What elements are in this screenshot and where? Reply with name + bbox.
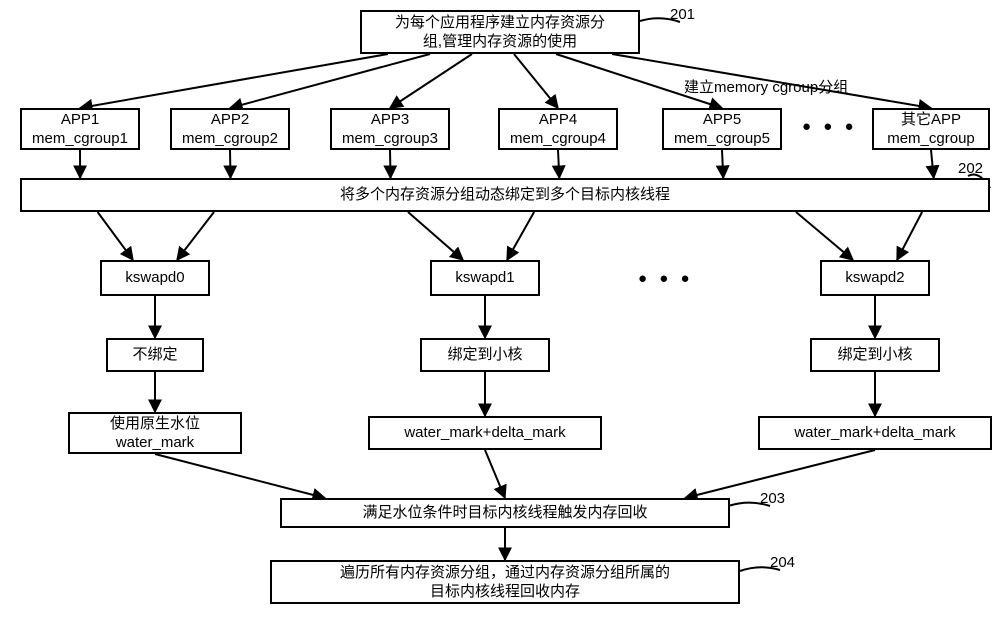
edge (408, 212, 463, 260)
edge (897, 212, 922, 260)
node-line: 将多个内存资源分组动态绑定到多个目标内核线程 (340, 185, 670, 205)
node-nb0: 不绑定 (106, 338, 204, 372)
edge (485, 450, 505, 498)
node-k1: kswapd1 (430, 260, 540, 296)
node-line: 组,管理内存资源的使用 (423, 32, 577, 52)
node-line: 为每个应用程序建立内存资源分 (395, 13, 605, 33)
annot-dots1: ● ● ● (802, 118, 858, 135)
node-app3: APP3mem_cgroup3 (330, 108, 450, 150)
edge (390, 150, 391, 178)
node-line: 不绑定 (132, 345, 177, 365)
node-k0: kswapd0 (100, 260, 210, 296)
edge (98, 212, 133, 260)
node-line: 目标内核线程回收内存 (430, 582, 580, 602)
node-line: APP3 (371, 110, 409, 130)
node-wm1: water_mark+delta_mark (368, 416, 602, 450)
edge (722, 150, 723, 178)
edge (390, 54, 472, 108)
node-n201: 为每个应用程序建立内存资源分组,管理内存资源的使用 (360, 10, 640, 54)
node-line: mem_cgroup2 (182, 129, 278, 149)
node-line: 绑定到小核 (447, 345, 522, 365)
node-line: mem_cgroup5 (674, 129, 770, 149)
node-line: 遍历所有内存资源分组，通过内存资源分组所属的 (340, 563, 670, 583)
edge (514, 54, 558, 108)
node-app5: APP5mem_cgroup5 (662, 108, 782, 150)
annot-mcgroup: 建立memory cgroup分组 (684, 76, 848, 97)
annot-tag201: 201 (670, 6, 695, 23)
node-app4: APP4mem_cgroup4 (498, 108, 618, 150)
node-n202: 将多个内存资源分组动态绑定到多个目标内核线程 (20, 178, 990, 212)
node-wm2: water_mark+delta_mark (758, 416, 992, 450)
node-line: water_mark (116, 433, 194, 453)
node-line: water_mark+delta_mark (404, 423, 565, 443)
node-line: mem_cgroup (887, 129, 975, 149)
edge (177, 212, 214, 260)
node-line: 满足水位条件时目标内核线程触发内存回收 (362, 503, 647, 523)
node-wm0: 使用原生水位water_mark (68, 412, 242, 454)
node-n203: 满足水位条件时目标内核线程触发内存回收 (280, 498, 730, 528)
edge (796, 212, 853, 260)
node-line: water_mark+delta_mark (794, 423, 955, 443)
edge (931, 150, 934, 178)
edge (80, 54, 388, 108)
node-app2: APP2mem_cgroup2 (170, 108, 290, 150)
node-line: 其它APP (901, 110, 961, 130)
edge (558, 150, 559, 178)
node-line: kswapd0 (125, 268, 184, 288)
node-nb2: 绑定到小核 (810, 338, 940, 372)
node-line: mem_cgroup1 (32, 129, 128, 149)
annot-tag204: 204 (770, 554, 795, 571)
node-app1: APP1mem_cgroup1 (20, 108, 140, 150)
annot-tag202: 202 (958, 160, 983, 177)
node-line: APP2 (211, 110, 249, 130)
node-nb1: 绑定到小核 (420, 338, 550, 372)
node-app6: 其它APPmem_cgroup (872, 108, 990, 150)
annot-dots2: ● ● ● (638, 270, 694, 287)
edge (507, 212, 534, 260)
node-line: kswapd2 (845, 268, 904, 288)
node-line: mem_cgroup4 (510, 129, 606, 149)
node-n204: 遍历所有内存资源分组，通过内存资源分组所属的目标内核线程回收内存 (270, 560, 740, 604)
node-k2: kswapd2 (820, 260, 930, 296)
node-line: kswapd1 (455, 268, 514, 288)
node-line: APP1 (61, 110, 99, 130)
node-line: 使用原生水位 (110, 414, 200, 434)
node-line: APP5 (703, 110, 741, 130)
node-line: 绑定到小核 (837, 345, 912, 365)
annot-tag203: 203 (760, 490, 785, 507)
edge (155, 454, 325, 498)
node-line: mem_cgroup3 (342, 129, 438, 149)
edge (230, 54, 430, 108)
node-line: APP4 (539, 110, 577, 130)
